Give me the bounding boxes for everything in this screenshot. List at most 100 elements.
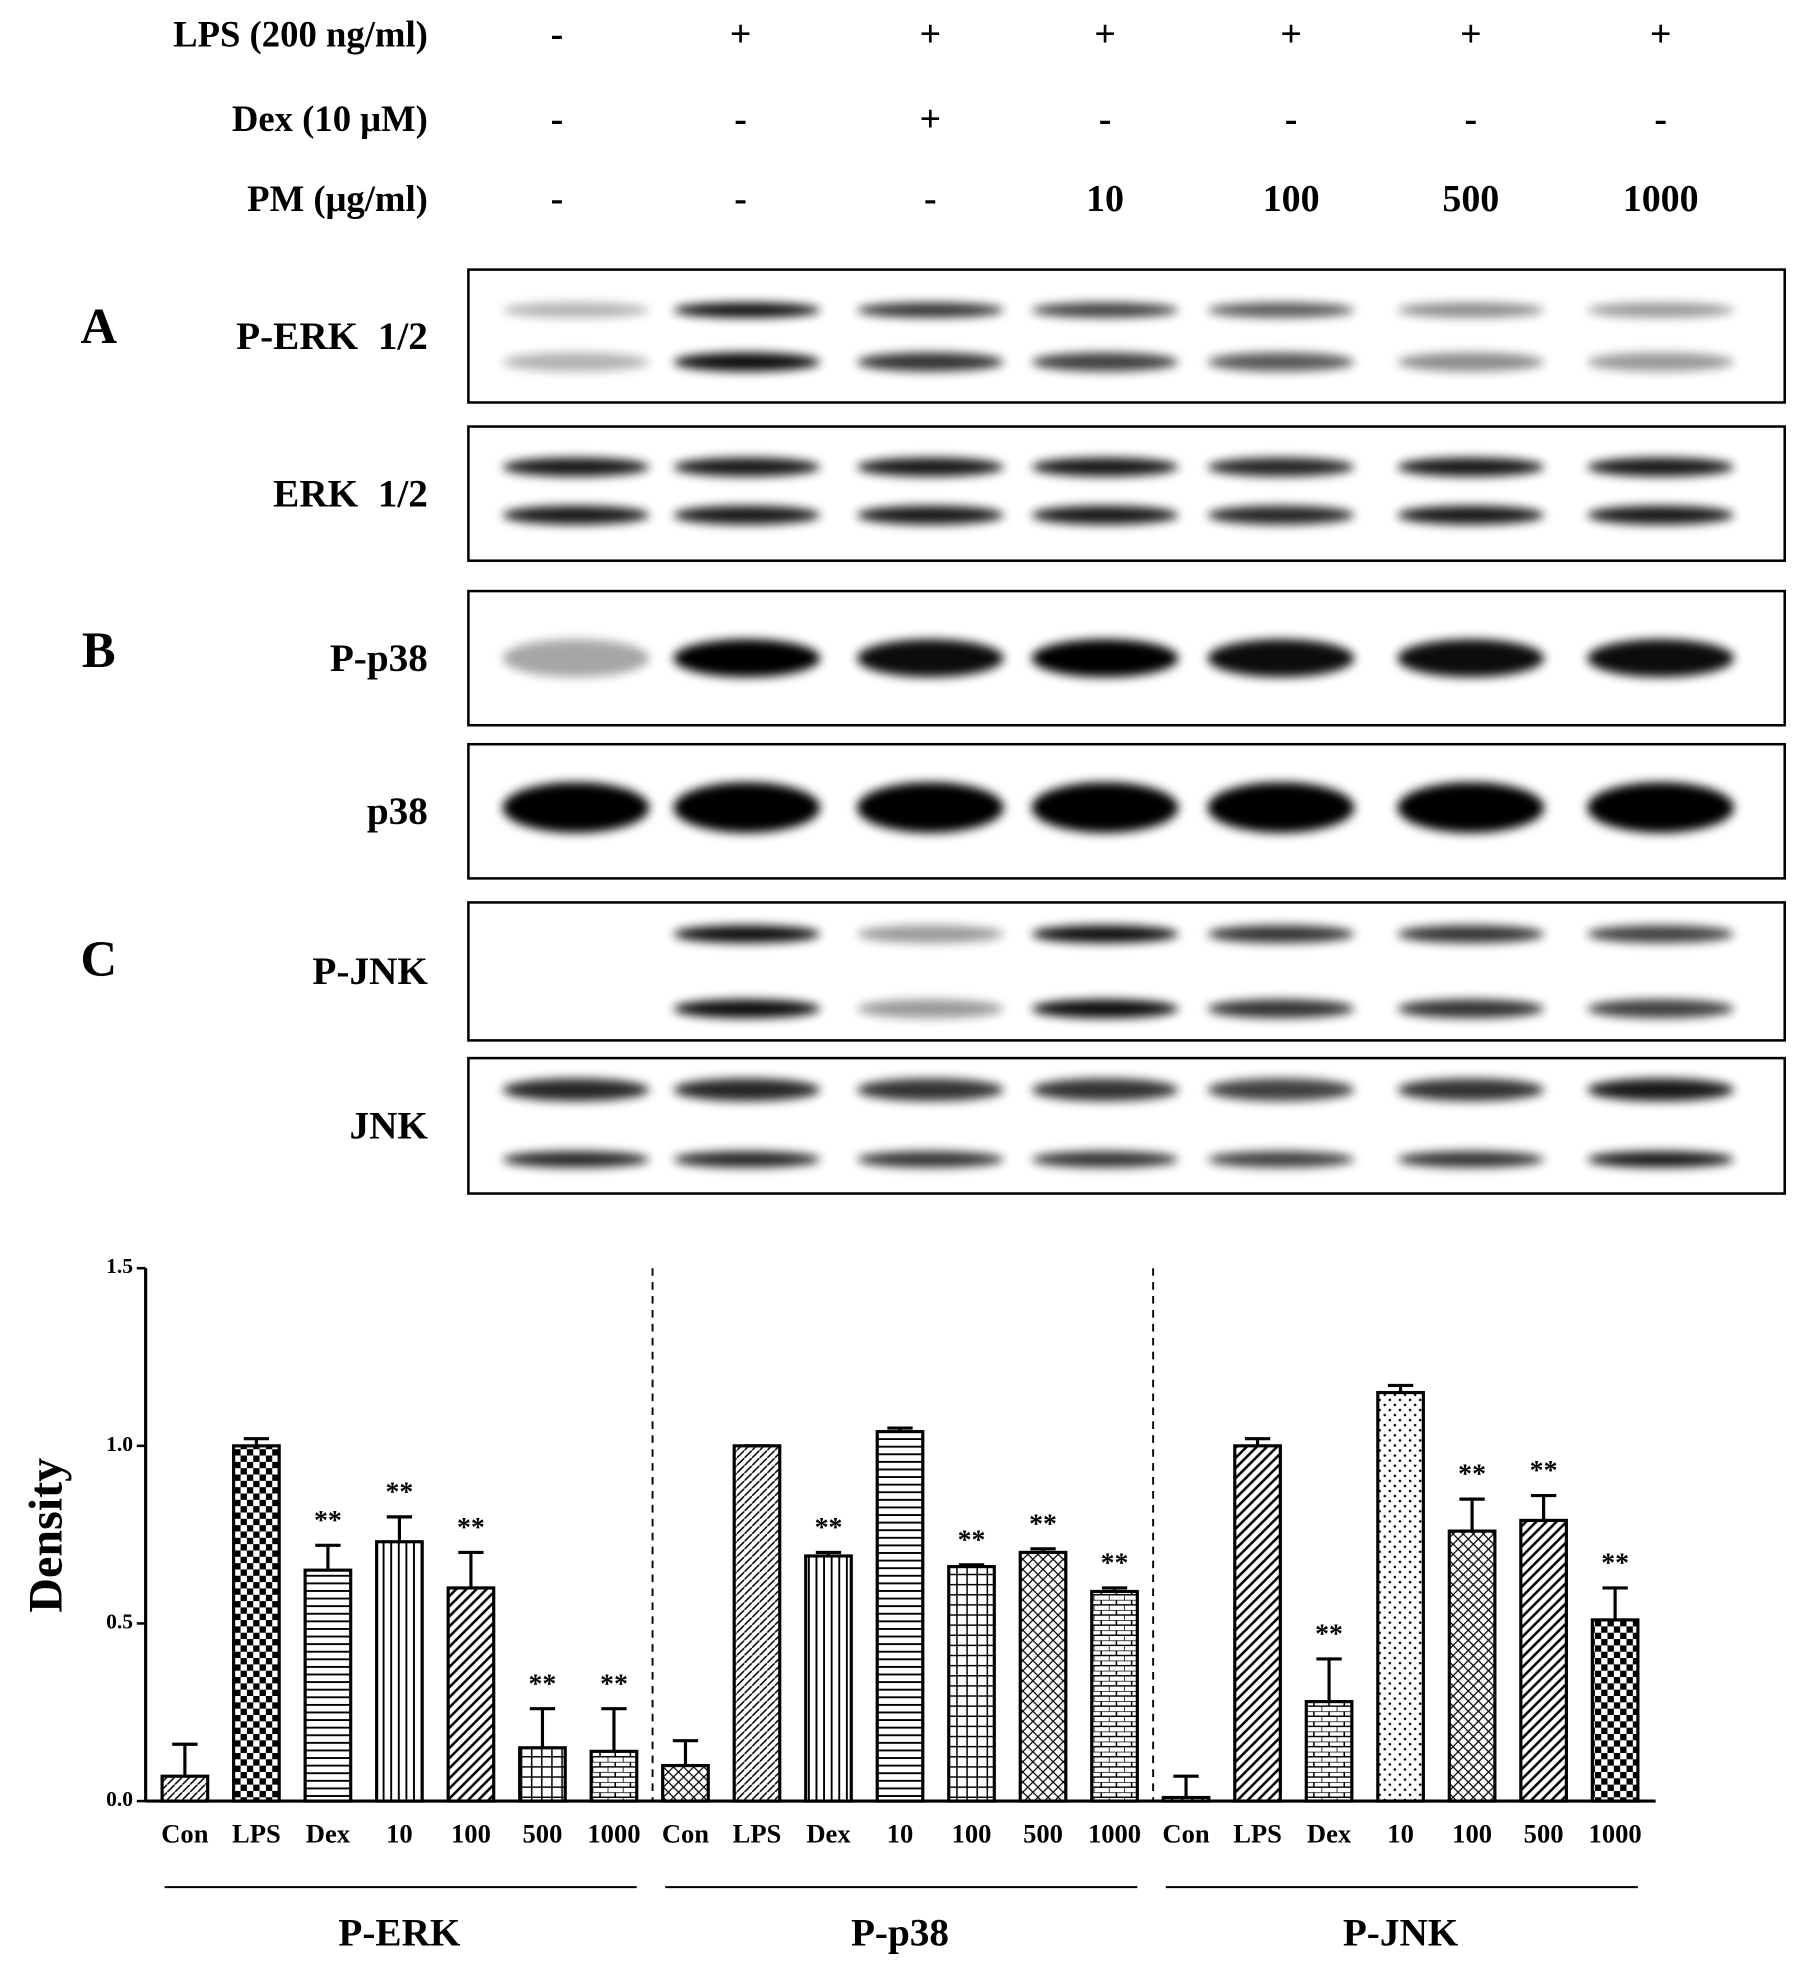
band — [1587, 505, 1735, 525]
significance: ** — [529, 1668, 557, 1699]
group-name: P-JNK — [1343, 1911, 1459, 1954]
band — [1397, 999, 1545, 1019]
treatment-cell: - — [734, 98, 747, 140]
band — [856, 1078, 1004, 1102]
error-bar — [1030, 1547, 1056, 1553]
band — [1587, 782, 1735, 833]
treatment-label: PM (μg/ml) — [247, 178, 428, 219]
band — [1587, 999, 1735, 1019]
band — [673, 925, 821, 943]
error-bar — [458, 1550, 484, 1588]
error-bar — [815, 1550, 842, 1556]
band — [1207, 999, 1355, 1019]
y-tick-label: 0.0 — [106, 1787, 133, 1811]
band — [673, 505, 821, 525]
bar — [232, 1444, 281, 1803]
error-bar — [1459, 1497, 1485, 1532]
band — [1031, 1078, 1179, 1102]
treatment-cell: - — [551, 178, 564, 220]
x-tick-label: 500 — [1524, 1819, 1564, 1849]
panel-letter: A — [81, 298, 118, 354]
x-tick-label: Con — [161, 1819, 208, 1849]
band — [1587, 302, 1735, 318]
treatment-cell: 10 — [1086, 178, 1124, 220]
x-tick-label: 10 — [887, 1819, 914, 1849]
x-tick-label: 500 — [523, 1819, 563, 1849]
band — [1207, 457, 1355, 477]
band — [1031, 457, 1179, 477]
error-bar — [1387, 1383, 1414, 1393]
treatment-cell: + — [1280, 14, 1302, 56]
x-tick-label: 100 — [1452, 1819, 1492, 1849]
band — [1587, 457, 1735, 477]
bar — [661, 1763, 710, 1803]
band — [502, 505, 650, 525]
x-tick-label: Con — [662, 1819, 709, 1849]
group-name: P-p38 — [851, 1911, 949, 1954]
significance: ** — [815, 1512, 843, 1543]
significance: ** — [1601, 1548, 1629, 1579]
bar — [589, 1749, 639, 1803]
band — [673, 457, 821, 477]
band — [856, 925, 1004, 943]
bar — [804, 1554, 853, 1803]
treatment-cell: - — [1654, 98, 1667, 140]
blot-label: P-ERK 1/2 — [236, 315, 428, 358]
error-bar — [243, 1437, 270, 1446]
bar — [1233, 1444, 1282, 1803]
band — [856, 352, 1004, 372]
band — [673, 639, 821, 678]
band — [502, 1151, 650, 1168]
band — [673, 1151, 821, 1168]
bar — [375, 1540, 424, 1803]
band — [502, 782, 650, 833]
bar — [1376, 1390, 1425, 1803]
band — [673, 1078, 821, 1102]
treatment-cell: - — [924, 178, 937, 220]
treatment-cell: 1000 — [1623, 178, 1699, 220]
band — [502, 302, 650, 318]
band — [1207, 1078, 1355, 1102]
bar-chart: 0.0 0.5 1.0 1.5 Density Con LPS ** Dex ** 10 ** 100 *… — [20, 1254, 1656, 1954]
y-axis-label: Density — [20, 1458, 73, 1613]
significance: ** — [1458, 1459, 1486, 1490]
band — [1587, 925, 1735, 943]
error-bar — [1602, 1586, 1628, 1620]
band — [856, 302, 1004, 318]
band — [1397, 457, 1545, 477]
treatment-cell: + — [920, 14, 942, 56]
error-bar — [1316, 1657, 1342, 1702]
band — [502, 457, 650, 477]
treatment-label: LPS (200 ng/ml) — [173, 13, 428, 54]
treatment-cell: + — [920, 98, 942, 140]
x-tick-label: LPS — [232, 1819, 281, 1849]
band — [1397, 1151, 1545, 1168]
blot-frame — [467, 425, 1786, 562]
treatment-cell: - — [1464, 98, 1477, 140]
y-tick-label: 1.0 — [106, 1432, 133, 1456]
panel-letter: B — [82, 622, 116, 678]
error-bar — [1530, 1493, 1557, 1521]
band — [1031, 925, 1179, 943]
band — [1397, 639, 1545, 678]
error-bar — [887, 1426, 913, 1432]
band — [1031, 639, 1179, 678]
blot-label: P-JNK — [312, 950, 428, 993]
significance: ** — [600, 1668, 628, 1699]
bar — [518, 1746, 567, 1803]
x-tick-label: Con — [1162, 1819, 1209, 1849]
band — [1587, 352, 1735, 372]
band — [1397, 302, 1545, 318]
band — [1031, 1151, 1179, 1168]
bar — [160, 1774, 210, 1803]
significance: ** — [958, 1524, 986, 1555]
x-tick-label: LPS — [733, 1819, 782, 1849]
bar — [1090, 1589, 1139, 1803]
band — [673, 302, 821, 318]
blot-label: p38 — [367, 790, 428, 833]
blot-label: JNK — [349, 1105, 428, 1148]
treatment-cell: - — [551, 14, 564, 56]
band — [856, 505, 1004, 525]
band — [856, 999, 1004, 1019]
